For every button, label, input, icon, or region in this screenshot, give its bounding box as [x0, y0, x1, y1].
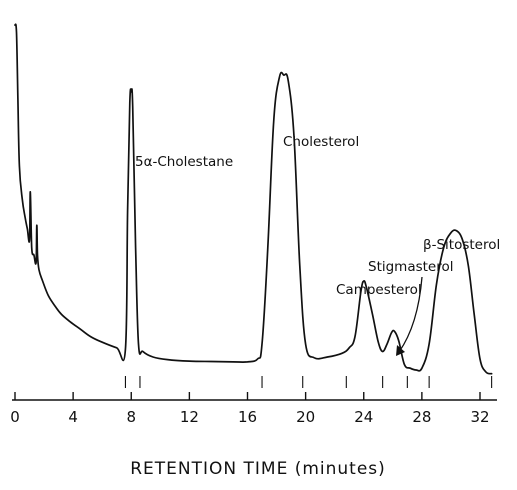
stigmasterol-arrow-head: [396, 345, 405, 356]
stigmasterol-arrow: [396, 276, 423, 356]
x-tick-label: 24: [354, 408, 373, 426]
peak-label-sitosterol: β-Sitosterol: [423, 237, 500, 253]
trace-layer: [14, 23, 493, 388]
peak-label-cholestane: 5α-Cholestane: [135, 154, 233, 170]
x-tick-label: 16: [238, 408, 257, 426]
x-tick-label: 32: [470, 408, 489, 426]
x-tick-label: 8: [126, 408, 136, 426]
peak-label-campesterol: Campesterol: [336, 282, 422, 298]
x-tick-label: 4: [68, 408, 78, 426]
x-axis: 0 4 8 12 16 20 24 28 32: [10, 392, 497, 426]
x-tick-label: 20: [296, 408, 315, 426]
peak-label-cholesterol: Cholesterol: [283, 134, 359, 150]
peak-label-stigmasterol: Stigmasterol: [368, 259, 454, 275]
chromatogram-trace: [14, 23, 493, 375]
x-tick-label: 12: [180, 408, 199, 426]
stigmasterol-arrow-line: [398, 276, 423, 353]
x-axis-title: RETENTION TIME (minutes): [130, 459, 386, 479]
peak-labels: 5α-Cholestane Cholesterol Stigmasterol C…: [135, 134, 500, 298]
x-tick-label: 28: [412, 408, 431, 426]
x-tick-label: 0: [10, 408, 20, 426]
